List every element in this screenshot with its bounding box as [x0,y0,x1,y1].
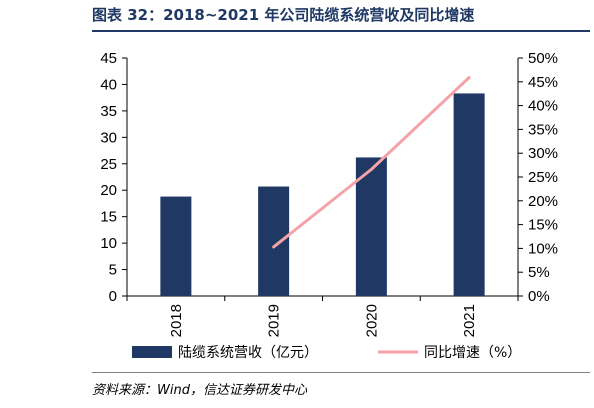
left-tick-label: 10 [100,235,117,252]
chart-title: 图表 32：2018~2021 年公司陆缆系统营收及同比增速 [92,6,475,24]
footer-divider [92,372,590,373]
legend-bar-swatch [132,346,172,358]
left-tick-label: 25 [100,156,117,173]
growth-point [272,245,276,249]
right-tick-label: 10% [528,240,558,257]
right-tick-label: 40% [528,98,558,115]
bar [355,157,387,296]
right-tick-label: 25% [528,169,558,186]
x-tick-label: 2018 [168,304,185,337]
growth-point [369,167,373,171]
legend-bar-label: 陆缆系统营收（亿元） [178,345,318,361]
bar [258,186,290,296]
right-tick-label: 5% [528,264,550,281]
right-tick-label: 15% [528,217,558,234]
legend-line-label: 同比增速（%） [424,345,521,361]
title-divider [92,30,590,32]
left-tick-label: 30 [100,129,117,146]
right-tick-label: 0% [528,288,550,305]
right-tick-label: 35% [528,121,558,138]
growth-point [467,76,471,80]
bar [160,196,192,296]
right-tick-label: 45% [528,74,558,91]
right-tick-label: 20% [528,193,558,210]
bar [453,93,485,297]
left-tick-label: 40 [100,76,117,93]
x-tick-label: 2020 [363,304,380,337]
left-tick-label: 45 [100,50,117,67]
left-tick-label: 20 [100,182,117,199]
right-tick-label: 50% [528,50,558,67]
left-tick-label: 5 [109,262,117,279]
left-tick-label: 0 [109,288,117,305]
x-tick-label: 2019 [266,304,283,337]
left-tick-label: 35 [100,103,117,120]
right-tick-label: 30% [528,145,558,162]
x-tick-label: 2021 [461,304,478,337]
left-tick-label: 15 [100,209,117,226]
source-note: 资料来源：Wind，信达证券研发中心 [92,383,307,398]
